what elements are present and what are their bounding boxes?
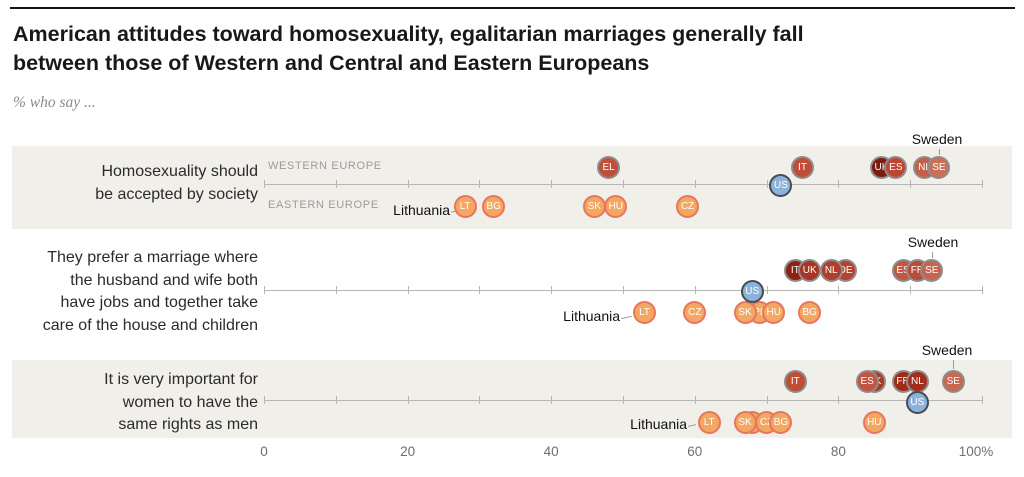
axis-tick — [766, 286, 768, 294]
axis-tick — [838, 286, 840, 294]
lithuania-callout: Lithuania — [563, 308, 620, 324]
eastern-europe-label: EASTERN EUROPE — [268, 199, 379, 211]
statement-line: be accepted by society — [95, 185, 258, 203]
point-IT: IT — [791, 155, 814, 179]
point-SE: SE — [920, 258, 944, 282]
page-title: American attitudes toward homosexuality,… — [13, 20, 1008, 78]
statement-line: care of the house and children — [42, 316, 258, 334]
sweden-connector — [953, 360, 955, 369]
point-LT: LT — [697, 410, 721, 434]
western-europe-label: WESTERN EUROPE — [268, 160, 382, 172]
panel-band-0 — [12, 146, 1012, 229]
lithuania-callout: Lithuania — [630, 416, 687, 432]
lithuania-connector — [621, 315, 632, 320]
axis-tick — [982, 286, 983, 294]
sweden-callout: Sweden — [911, 131, 963, 147]
axis-tick — [407, 286, 409, 294]
point-CZ: CZ — [683, 300, 707, 324]
panel-statement-1: They prefer a marriage where the husband … — [8, 247, 258, 337]
axis-tick — [479, 180, 481, 188]
point-SK: SK — [733, 410, 757, 434]
sweden-callout: Sweden — [921, 342, 973, 358]
point-SK: SK — [582, 194, 606, 218]
panel-band-2 — [12, 360, 1012, 438]
point-UK: UK — [798, 258, 822, 282]
axis-tick — [264, 396, 265, 404]
axis-tick — [694, 180, 696, 188]
x-axis-tick-label: 20 — [400, 444, 416, 459]
statement-line: same rights as men — [118, 416, 258, 433]
axis-tick — [551, 286, 553, 294]
panel-statement-0: Homosexuality should be accepted by socie… — [8, 161, 258, 206]
point-ES: ES — [884, 155, 908, 179]
point-ES: ES — [855, 369, 879, 393]
axis-tick — [910, 180, 912, 188]
lithuania-callout: Lithuania — [393, 202, 450, 218]
point-EL: EL — [597, 155, 621, 179]
point-BG: BG — [769, 410, 793, 434]
point-BG: BG — [482, 194, 506, 218]
point-NL: NL — [905, 369, 929, 393]
axis-tick — [838, 396, 840, 404]
axis-tick — [479, 286, 481, 294]
axis-tick — [407, 396, 409, 404]
title-line-1: American attitudes toward homosexuality,… — [13, 22, 804, 46]
x-axis-tick-label: 80 — [830, 444, 846, 459]
axis-tick — [838, 180, 840, 188]
sweden-connector — [938, 149, 940, 155]
statement-line: the husband and wife both — [70, 271, 258, 289]
axis-tick — [335, 180, 337, 188]
statement-line: have jobs and together take — [60, 294, 258, 311]
panel-statement-2: It is very important for women to have th… — [8, 369, 258, 437]
point-CZ: CZ — [676, 194, 700, 218]
point-HU: HU — [862, 410, 886, 434]
axis-tick — [551, 396, 553, 404]
axis-tick — [264, 286, 265, 294]
axis-tick — [694, 396, 696, 404]
axis-tick — [407, 180, 409, 188]
point-HU: HU — [762, 300, 786, 324]
x-axis-tick-label: 0 — [260, 444, 268, 459]
axis-tick — [335, 396, 337, 404]
axis-tick — [766, 180, 768, 188]
x-axis-tick-label: 100% — [958, 444, 994, 459]
axis-tick — [982, 180, 983, 188]
axis-tick — [623, 286, 624, 294]
point-US: US — [769, 173, 793, 197]
point-HU: HU — [604, 194, 628, 218]
point-NL: NL — [819, 258, 843, 282]
point-SK: SK — [733, 300, 757, 324]
x-axis-tick-label: 60 — [687, 444, 703, 459]
chart-subtitle: % who say ... — [13, 94, 96, 111]
axis-tick — [623, 180, 624, 188]
title-line-2: between those of Western and Central and… — [13, 51, 650, 75]
point-LT: LT — [453, 194, 477, 218]
axis-tick — [982, 396, 983, 404]
top-rule — [10, 7, 1015, 9]
point-US: US — [905, 390, 929, 414]
sweden-connector — [931, 252, 933, 258]
point-IT: IT — [783, 369, 807, 393]
point-US: US — [740, 279, 764, 303]
point-SE: SE — [941, 369, 965, 393]
axis-tick — [264, 180, 265, 188]
x-axis-tick-label: 40 — [543, 444, 559, 459]
axis-tick — [479, 396, 481, 404]
axis-tick — [623, 396, 624, 404]
axis-tick — [335, 286, 337, 294]
axis-tick — [551, 180, 553, 188]
axis-tick — [766, 396, 768, 404]
statement-line: It is very important for — [104, 371, 258, 388]
point-LT: LT — [633, 300, 657, 324]
point-BG: BG — [798, 300, 822, 324]
statement-line: women to have the — [122, 393, 258, 411]
statement-line: They prefer a marriage where — [47, 249, 258, 266]
point-SE: SE — [927, 155, 951, 179]
sweden-callout: Sweden — [907, 234, 959, 250]
statement-line: Homosexuality should — [101, 163, 258, 180]
axis-tick — [910, 286, 912, 294]
axis-tick — [694, 286, 696, 294]
